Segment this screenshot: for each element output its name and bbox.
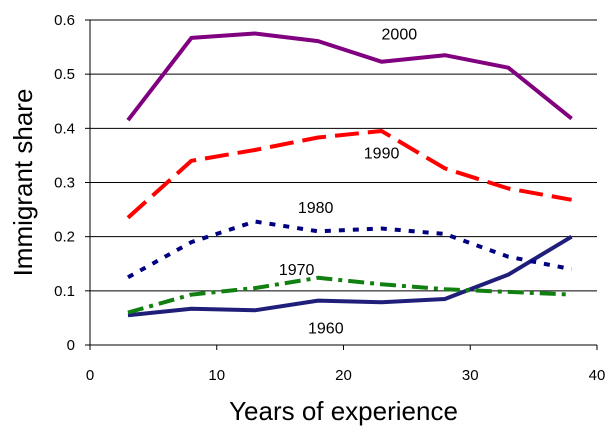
tick-labels: 0 0.1 0.2 0.3 0.4 0.5 0.6 0 10 20 30 40 [54, 12, 605, 384]
series-line-1970 [127, 275, 572, 315]
y-tick-label-5: 0.5 [54, 66, 75, 83]
x-tick-label-1: 10 [208, 367, 225, 384]
x-tick-label-2: 20 [335, 367, 352, 384]
series-label-1960: 1960 [308, 321, 344, 338]
y-tick-label-4: 0.4 [54, 120, 75, 137]
series-line-1960 [127, 234, 573, 318]
series-lines [126, 31, 573, 318]
series-label-1990: 1990 [364, 146, 400, 163]
grid-lines [90, 19, 597, 292]
y-tick-label-6: 0.6 [54, 12, 75, 29]
y-tick-label-1: 0.1 [54, 283, 75, 300]
x-tick-label-4: 40 [589, 367, 606, 384]
series-line-1980 [127, 219, 572, 280]
y-tick-label-2: 0.2 [54, 229, 75, 246]
y-axis-title: Immigrant share [8, 89, 38, 277]
x-axis-title: Years of experience [229, 396, 458, 426]
series-label-1980: 1980 [298, 200, 334, 217]
series-line-1990 [126, 129, 572, 220]
series-label-2000: 2000 [382, 27, 418, 44]
series-line-2000 [126, 31, 573, 122]
y-tick-label-0: 0 [67, 337, 75, 354]
x-tick-label-0: 0 [86, 367, 94, 384]
series-labels: 1960 1970 1980 1990 2000 [279, 27, 417, 338]
x-tick-label-3: 30 [462, 367, 479, 384]
y-tick-label-3: 0.3 [54, 175, 75, 192]
series-label-1970: 1970 [279, 262, 315, 279]
